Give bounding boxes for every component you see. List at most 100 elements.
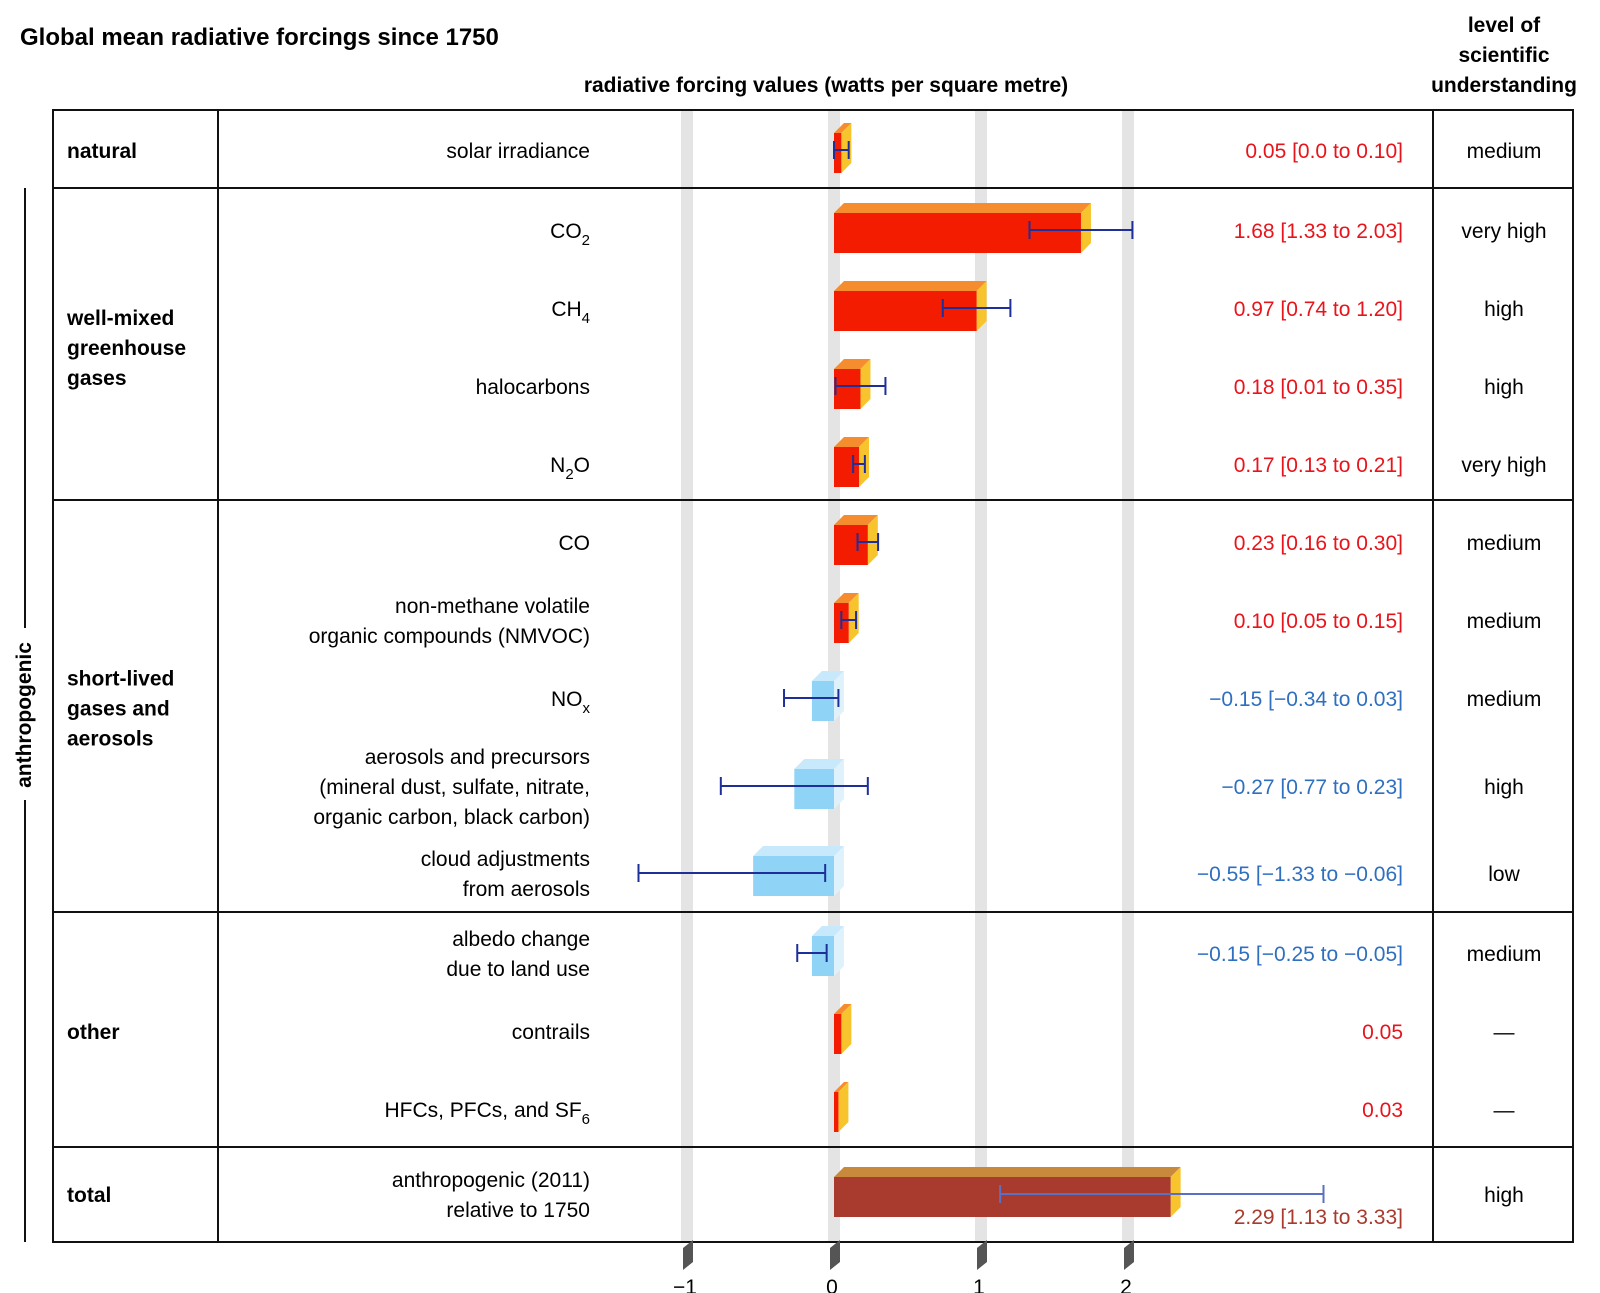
row-label: CO <box>559 532 591 555</box>
row-label: CO2 <box>550 220 590 249</box>
group-label: other <box>67 1021 120 1044</box>
error-bar <box>1028 221 1134 239</box>
bar-side-face <box>834 926 844 976</box>
bar-side-face <box>838 1082 849 1132</box>
row-label: relative to 1750 <box>446 1199 590 1222</box>
row-label: halocarbons <box>476 376 590 399</box>
value-label: 0.10 [0.05 to 0.15] <box>1234 610 1403 633</box>
value-label: 0.05 [0.0 to 0.10] <box>1245 140 1403 163</box>
anthropogenic-side-label: anthropogenic <box>13 642 36 788</box>
bar-top-face <box>834 123 852 133</box>
row-label: contrails <box>512 1021 590 1044</box>
bar-top-face <box>834 515 878 525</box>
bar-top-face <box>811 671 844 681</box>
tick-label: 0 <box>826 1276 838 1293</box>
row-label: organic compounds (NMVOC) <box>309 625 590 648</box>
row-label: anthropogenic (2011) <box>392 1169 590 1192</box>
value-label: 0.18 [0.01 to 0.35] <box>1234 376 1403 399</box>
understanding-label: very high <box>1461 454 1546 477</box>
bar-side-face <box>1170 1167 1181 1217</box>
value-label: −0.15 [−0.25 to −0.05] <box>1197 943 1403 966</box>
group-label: aerosols <box>67 728 153 751</box>
tick-label: 2 <box>1120 1276 1132 1293</box>
bar <box>834 1092 839 1132</box>
row-label: NOx <box>551 688 591 717</box>
value-label: 0.17 [0.13 to 0.21] <box>1234 454 1403 477</box>
value-label: −0.27 [0.77 to 0.23] <box>1221 776 1403 799</box>
error-bar <box>833 141 850 159</box>
error-bar <box>856 533 880 551</box>
value-label: 0.23 [0.16 to 0.30] <box>1234 532 1403 555</box>
error-bar <box>840 611 858 629</box>
bar-top-face <box>834 281 987 291</box>
group-label: greenhouse <box>67 337 186 360</box>
axis-tick <box>1124 1240 1134 1270</box>
gridline-0 <box>681 110 693 1242</box>
group-label: gases <box>67 367 127 390</box>
value-label: 0.03 <box>1362 1099 1403 1122</box>
value-label: 2.29 [1.13 to 3.33] <box>1234 1206 1403 1229</box>
table-frame <box>52 109 1574 1243</box>
understanding-title-line-3: understanding <box>1431 74 1577 97</box>
group-label: well-mixed <box>66 307 174 330</box>
tick-label: 1 <box>973 1276 985 1293</box>
axis-tick <box>683 1240 693 1270</box>
understanding-label: medium <box>1467 532 1542 555</box>
bar <box>834 369 861 409</box>
tick-label: −1 <box>673 1276 697 1293</box>
bar-top-face <box>834 359 871 369</box>
understanding-label: medium <box>1467 610 1542 633</box>
error-bar <box>941 299 1012 317</box>
bar-side-face <box>867 515 878 565</box>
bar-side-face <box>976 281 987 331</box>
bar <box>834 1177 1171 1217</box>
understanding-label: high <box>1484 376 1524 399</box>
understanding-title-line-1: level of <box>1468 14 1541 37</box>
error-bar <box>796 944 828 962</box>
bar-top-face <box>834 203 1091 213</box>
understanding-label: medium <box>1467 943 1542 966</box>
gridline-2 <box>975 110 987 1242</box>
bar-top-face <box>753 846 844 856</box>
understanding-label: — <box>1494 1021 1515 1044</box>
error-bar <box>834 377 887 395</box>
bar <box>811 936 834 976</box>
row-label: organic carbon, black carbon) <box>313 806 590 829</box>
bar-side-face <box>1080 203 1091 253</box>
understanding-label: high <box>1484 776 1524 799</box>
row-label: non-methane volatile <box>395 595 590 618</box>
axis-tick <box>830 1240 840 1270</box>
value-label: 0.05 <box>1362 1021 1403 1044</box>
understanding-label: very high <box>1461 220 1546 243</box>
bar <box>811 681 834 721</box>
bar-top-face <box>834 437 869 447</box>
bar <box>753 856 834 896</box>
error-bar <box>852 455 866 473</box>
bar-top-face <box>794 759 844 769</box>
understanding-label: low <box>1488 863 1520 886</box>
bar-top-face <box>834 1004 852 1014</box>
gridline-3 <box>1122 110 1134 1242</box>
axis-tick <box>977 1240 987 1270</box>
row-label: aerosols and precursors <box>365 746 590 769</box>
understanding-label: medium <box>1467 688 1542 711</box>
error-bar <box>719 777 869 795</box>
bar <box>834 133 842 173</box>
row-label: cloud adjustments <box>421 848 590 871</box>
row-label: solar irradiance <box>446 140 590 163</box>
bar-side-face <box>834 759 844 809</box>
value-label: −0.55 [−1.33 to −0.06] <box>1197 863 1403 886</box>
row-label: from aerosols <box>463 878 590 901</box>
bar-side-face <box>834 846 844 896</box>
group-label: natural <box>67 140 137 163</box>
axis-title: radiative forcing values (watts per squa… <box>584 74 1068 97</box>
understanding-label: high <box>1484 1184 1524 1207</box>
group-label: short-lived <box>67 668 174 691</box>
row-label: HFCs, PFCs, and SF6 <box>384 1099 590 1128</box>
understanding-title-line-2: scientific <box>1458 44 1549 67</box>
value-label: 0.97 [0.74 to 1.20] <box>1234 298 1403 321</box>
bar <box>834 525 868 565</box>
bar-top-face <box>811 926 844 936</box>
row-label: N2O <box>550 454 590 483</box>
understanding-label: high <box>1484 298 1524 321</box>
